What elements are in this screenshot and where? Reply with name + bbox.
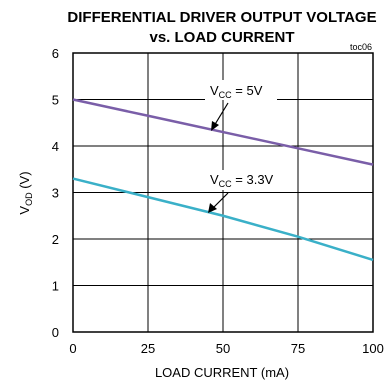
chart-title-line2: vs. LOAD CURRENT <box>149 29 294 46</box>
y-tick-label-1: 1 <box>52 279 59 294</box>
series-layer <box>72 98 374 262</box>
y-tick-label-5: 5 <box>52 93 59 108</box>
series-label-vcc-3v3: VCC = 3.3V <box>210 172 274 189</box>
y-axis-label-sub: OD <box>24 192 34 206</box>
series-line-0 <box>72 98 374 166</box>
y-tick-label-2: 2 <box>52 232 59 247</box>
x-axis-label: LOAD CURRENT (mA) <box>155 365 289 380</box>
label-bg-vcc-3v3 <box>205 170 289 190</box>
chart-title-line1: DIFFERENTIAL DRIVER OUTPUT VOLTAGE <box>67 9 376 26</box>
series-line-1 <box>72 177 374 262</box>
x-tick-labels: 0 25 50 75 100 <box>69 341 383 356</box>
y-tick-label-3: 3 <box>52 186 59 201</box>
arrow-head-vcc-3v3 <box>208 203 217 213</box>
y-tick-label-4: 4 <box>52 139 59 154</box>
x-tick-label-2: 50 <box>216 341 230 356</box>
y-tick-label-0: 0 <box>52 325 59 340</box>
arrow-line-vcc-5v <box>213 102 229 127</box>
arrow-line-vcc-3v3 <box>212 192 229 209</box>
series-label-vcc-5v: VCC = 5V <box>210 83 263 100</box>
y-tick-labels: 0 1 2 3 4 5 6 <box>52 46 59 340</box>
plot-frame <box>72 52 374 333</box>
arrow-head-vcc-5v <box>211 121 219 131</box>
series-label-vcc-3v3-sub: CC <box>219 179 232 189</box>
y-axis-label-main: V <box>17 206 32 215</box>
series-label-vcc-5v-sub: CC <box>219 90 232 100</box>
y-tick-label-6: 6 <box>52 46 59 61</box>
label-bg-vcc-5v <box>205 80 277 100</box>
series-label-vcc-3v3-value: = 3.3V <box>232 172 274 187</box>
y-axis-label: VOD (V) <box>17 171 34 214</box>
x-tick-label-4: 100 <box>362 341 384 356</box>
x-tick-label-0: 0 <box>69 341 76 356</box>
y-axis-label-unit: (V) <box>17 171 32 192</box>
series-label-vcc-5v-value: = 5V <box>232 83 263 98</box>
x-tick-label-3: 75 <box>291 341 305 356</box>
series-label-vcc-5v-main: V <box>210 83 219 98</box>
chart-tag: toc06 <box>350 42 372 52</box>
series-label-vcc-3v3-main: V <box>210 172 219 187</box>
x-tick-label-1: 25 <box>141 341 155 356</box>
